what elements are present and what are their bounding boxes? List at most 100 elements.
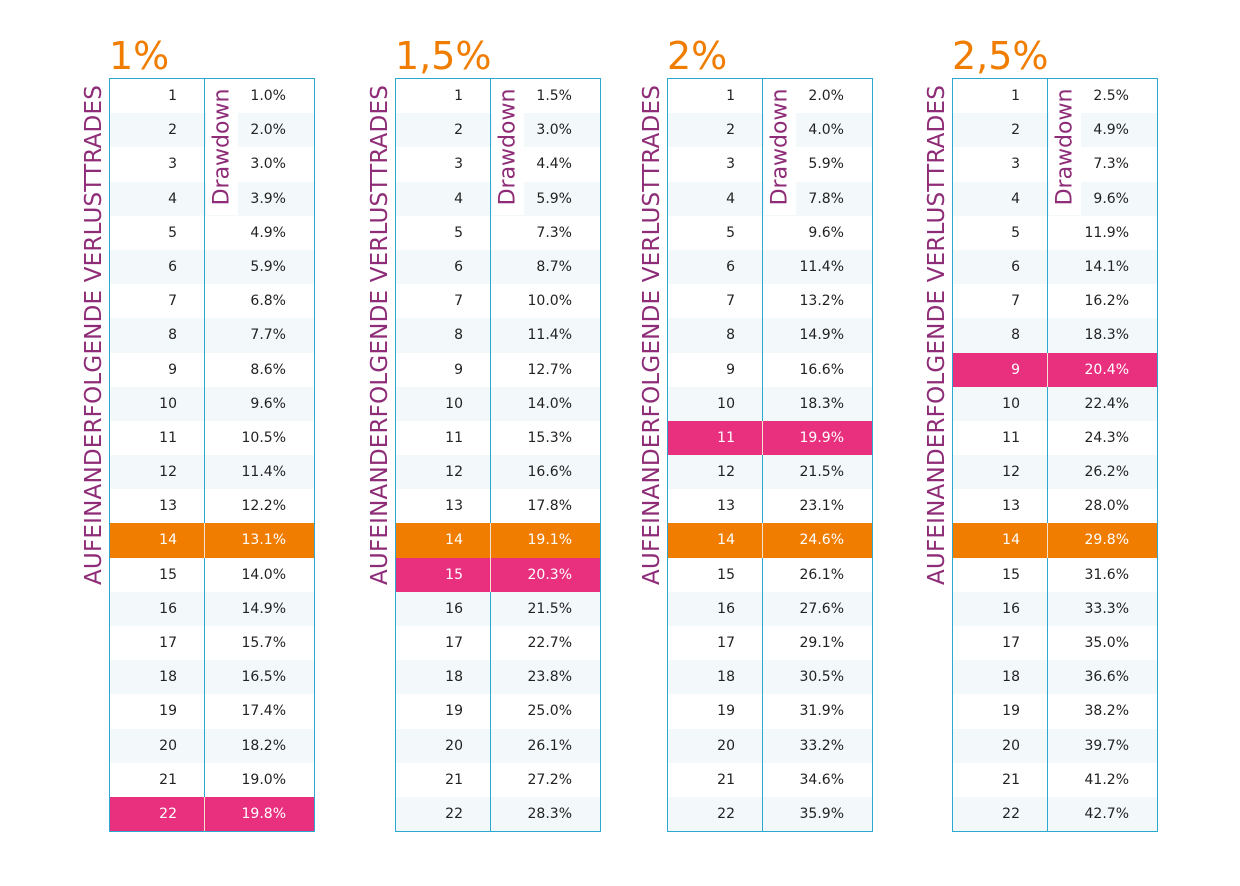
table-row: 18 16.5% <box>110 660 314 695</box>
risk-table-block: 1% AUFEINANDERFOLGENDE VERLUSTTRADES 1 1.… <box>81 0 409 886</box>
drawdown-cell: 39.7% <box>1084 737 1129 754</box>
table-row: 6 14.1% <box>953 249 1157 285</box>
drawdown-cell: 21.5% <box>799 464 844 481</box>
table-row: 20 33.2% <box>668 728 872 763</box>
loss-count-cell: 10 <box>668 386 763 421</box>
loss-count-cell: 5 <box>668 215 763 250</box>
drawdown-cell: 4.4% <box>536 156 572 173</box>
drawdown-cell: 3.9% <box>250 190 286 207</box>
drawdown-cell: 14.0% <box>241 566 286 583</box>
loss-count-cell: 4 <box>396 181 491 216</box>
risk-title: 1,5% <box>395 34 492 78</box>
loss-count-cell: 9 <box>110 352 205 387</box>
table-row: 8 18.3% <box>953 318 1157 353</box>
drawdown-cell: 20.3% <box>527 566 572 583</box>
loss-count-cell: 10 <box>953 386 1048 421</box>
table-row: 16 27.6% <box>668 591 872 626</box>
loss-count-cell: 22 <box>396 796 491 832</box>
table-row: 21 27.2% <box>396 762 600 797</box>
loss-count-cell: 2 <box>110 113 205 148</box>
drawdown-cell: 23.8% <box>527 669 572 686</box>
loss-count-cell: 1 <box>110 79 205 114</box>
drawdown-cell: 33.2% <box>799 737 844 754</box>
table-row: 11 15.3% <box>396 420 600 456</box>
loss-count-cell: 6 <box>396 249 491 285</box>
drawdown-cell: 4.9% <box>250 224 286 241</box>
drawdown-cell: 33.3% <box>1084 600 1129 617</box>
table-row: 22 28.3% <box>396 796 600 832</box>
table-row: 17 35.0% <box>953 626 1157 661</box>
drawdown-cell: 4.9% <box>1093 122 1129 139</box>
drawdown-cell: 29.8% <box>1084 532 1129 549</box>
table-row: 12 26.2% <box>953 455 1157 490</box>
drawdown-cell: 26.1% <box>799 566 844 583</box>
loss-count-cell: 4 <box>953 181 1048 216</box>
table-row: 13 12.2% <box>110 489 314 524</box>
loss-count-cell: 5 <box>396 215 491 250</box>
table-row: 11 10.5% <box>110 420 314 456</box>
loss-count-cell: 4 <box>668 181 763 216</box>
drawdown-cell: 42.7% <box>1084 805 1129 822</box>
loss-count-cell: 7 <box>668 284 763 319</box>
drawdown-table: 1 2.0% 2 4.0% 3 5.9% 4 7.8% 5 9.6% 6 11.4% 7 13.2% 8 14… <box>667 78 873 833</box>
drawdown-cell: 14.1% <box>1084 258 1129 275</box>
drawdown-cell: 38.2% <box>1084 703 1129 720</box>
drawdown-cell: 11.4% <box>799 258 844 275</box>
table-row: 14 19.1% <box>396 523 600 558</box>
loss-count-cell: 19 <box>110 694 205 729</box>
drawdown-cell: 5.9% <box>250 258 286 275</box>
row-axis-label-text: AUFEINANDERFOLGENDE VERLUSTTRADES <box>639 84 665 586</box>
table-row: 15 20.3% <box>396 557 600 592</box>
drawdown-cell: 24.3% <box>1084 429 1129 446</box>
drawdown-cell: 9.6% <box>1093 190 1129 207</box>
drawdown-cell: 10.5% <box>241 429 286 446</box>
drawdown-cell: 27.2% <box>527 771 572 788</box>
drawdown-cell: 7.7% <box>250 327 286 344</box>
loss-count-cell: 19 <box>396 694 491 729</box>
loss-count-cell: 17 <box>953 626 1048 661</box>
table-row: 15 26.1% <box>668 557 872 592</box>
table-row: 17 15.7% <box>110 626 314 661</box>
drawdown-cell: 25.0% <box>527 703 572 720</box>
drawdown-cell: 13.2% <box>799 293 844 310</box>
loss-count-cell: 4 <box>110 181 205 216</box>
table-row: 8 14.9% <box>668 318 872 353</box>
loss-count-cell: 22 <box>110 796 205 832</box>
table-row: 16 14.9% <box>110 591 314 626</box>
table-row: 9 20.4% <box>953 352 1157 387</box>
drawdown-cell: 3.0% <box>536 122 572 139</box>
loss-count-cell: 18 <box>396 660 491 695</box>
drawdown-cell: 29.1% <box>799 635 844 651</box>
loss-count-cell: 6 <box>668 249 763 285</box>
loss-count-cell: 17 <box>396 626 491 661</box>
loss-count-cell: 7 <box>110 284 205 319</box>
loss-count-cell: 1 <box>668 79 763 114</box>
table-row: 9 8.6% <box>110 352 314 387</box>
drawdown-cell: 28.3% <box>527 805 572 822</box>
loss-count-cell: 16 <box>396 591 491 626</box>
drawdown-cell: 20.4% <box>1084 361 1129 378</box>
loss-count-cell: 3 <box>953 147 1048 182</box>
row-axis-label-text: AUFEINANDERFOLGENDE VERLUSTTRADES <box>81 84 107 586</box>
drawdown-cell: 26.1% <box>527 737 572 754</box>
drawdown-label: Drawdown <box>1049 79 1081 215</box>
drawdown-cell: 14.9% <box>799 327 844 344</box>
drawdown-cell: 10.0% <box>527 293 572 310</box>
drawdown-cell: 7.3% <box>1093 156 1129 173</box>
table-row: 14 29.8% <box>953 523 1157 558</box>
drawdown-cell: 35.0% <box>1084 635 1129 651</box>
risk-title: 2,5% <box>952 34 1049 78</box>
drawdown-cell: 2.0% <box>250 122 286 139</box>
loss-count-cell: 20 <box>953 728 1048 763</box>
table-row: 22 42.7% <box>953 796 1157 832</box>
row-axis-label: AUFEINANDERFOLGENDE VERLUSTTRADES <box>81 78 107 592</box>
drawdown-cell: 1.5% <box>536 88 572 104</box>
table-row: 10 9.6% <box>110 386 314 421</box>
loss-count-cell: 11 <box>110 420 205 456</box>
drawdown-cell: 7.8% <box>808 190 844 207</box>
loss-count-cell: 16 <box>668 591 763 626</box>
drawdown-label: Drawdown <box>764 79 796 215</box>
drawdown-cell: 12.7% <box>527 361 572 378</box>
table-row: 18 30.5% <box>668 660 872 695</box>
loss-count-cell: 8 <box>668 318 763 353</box>
